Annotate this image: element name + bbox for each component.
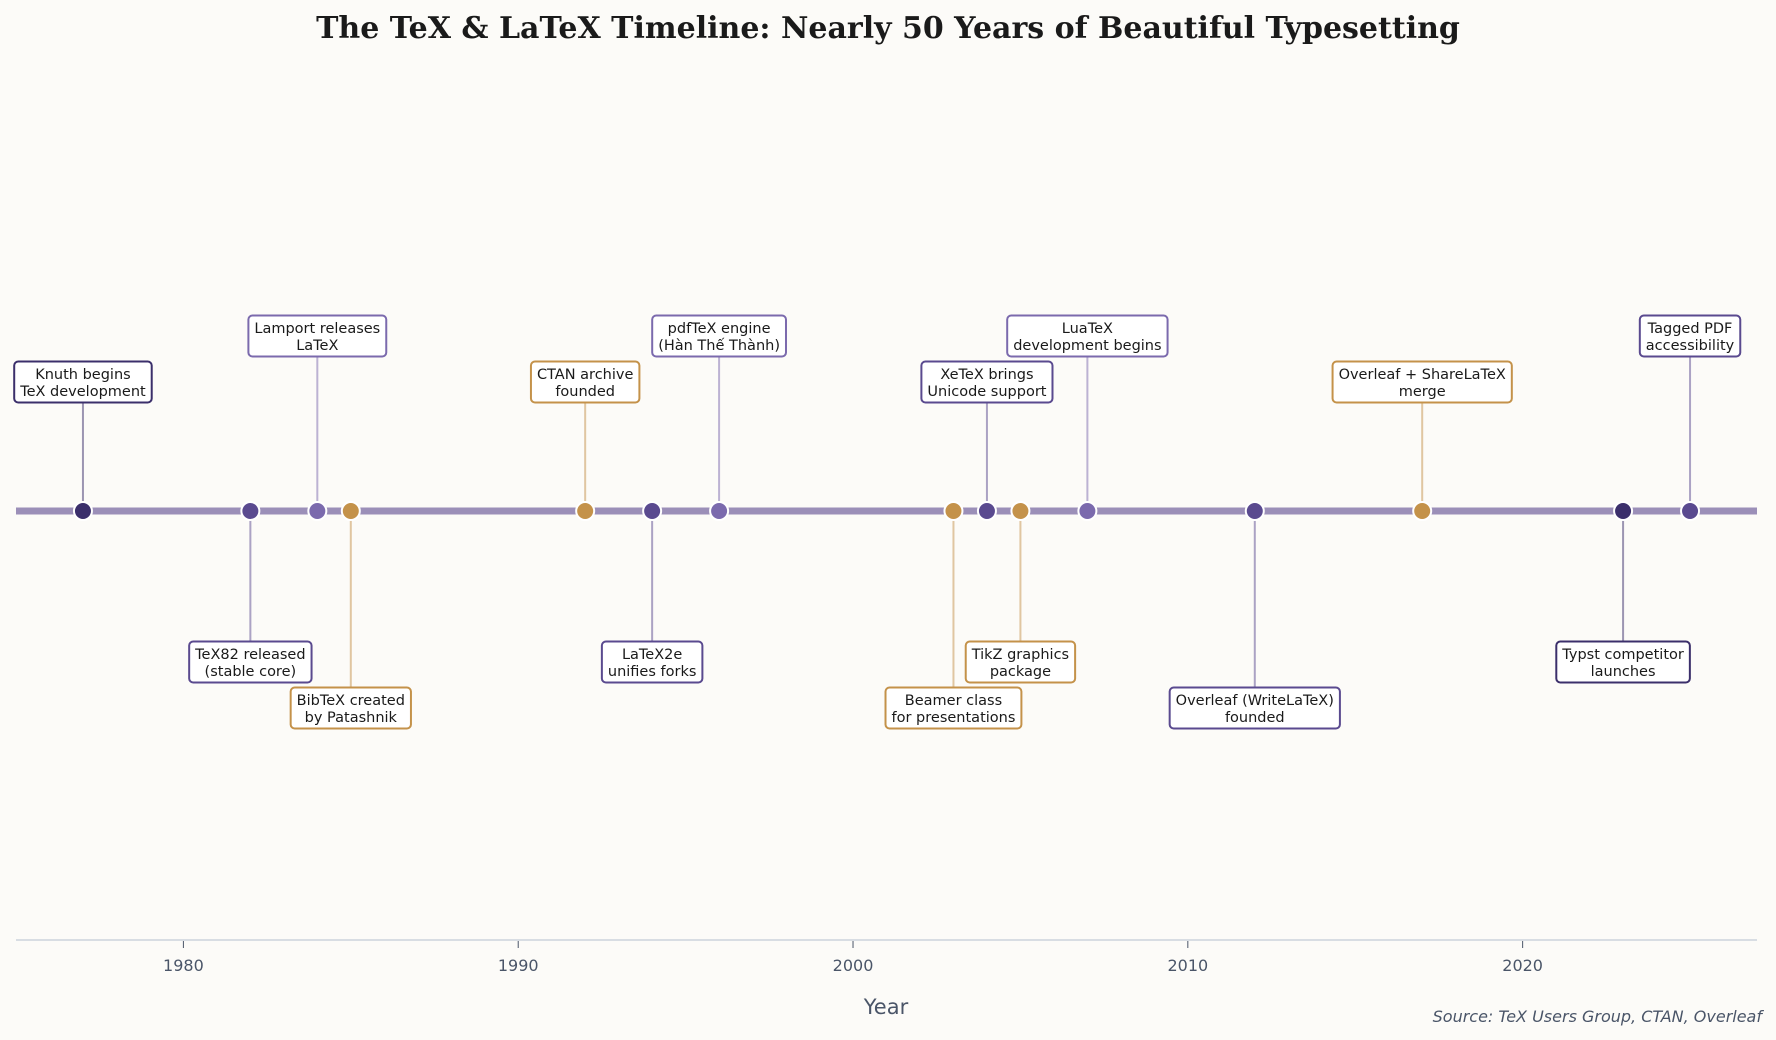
label-box <box>188 640 313 684</box>
event-marker <box>1077 501 1098 521</box>
label-box <box>247 314 388 358</box>
x-tick-label: 1980 <box>163 956 204 975</box>
label-box <box>964 640 1077 684</box>
event-label-line: BibTeX created <box>297 693 405 709</box>
event-label-line: pdfTeX engine <box>668 321 771 337</box>
event-marker <box>340 501 361 521</box>
event-label-line: LaTeX <box>296 338 338 354</box>
event-label-line: accessibility <box>1646 338 1735 354</box>
event-marker <box>72 501 93 521</box>
connectors <box>81 356 1692 688</box>
event-label-line: Tagged PDF <box>1647 321 1733 337</box>
label-box <box>600 640 704 684</box>
label-box <box>920 360 1054 404</box>
event-label: pdfTeX engine(Hàn Thế Thành) <box>651 314 787 358</box>
event-label-line: Beamer class <box>905 693 1002 709</box>
event-marker <box>240 501 261 521</box>
x-axis-label: Year <box>863 995 909 1019</box>
event-marker <box>1412 501 1433 521</box>
event-label-line: LaTeX2e <box>622 647 682 663</box>
event-label-line: development begins <box>1013 338 1161 354</box>
event-label-line: for presentations <box>892 710 1016 726</box>
event-label: Overleaf (WriteLaTeX)founded <box>1168 686 1341 730</box>
event-label-line: Knuth begins <box>35 367 130 383</box>
label-box <box>529 360 641 404</box>
event-label-line: merge <box>1399 384 1446 400</box>
event-marker <box>1010 501 1031 521</box>
label-box <box>884 686 1023 730</box>
event-label-line: CTAN archive <box>537 367 634 383</box>
x-tick-label: 1990 <box>498 956 539 975</box>
event-label-line: TikZ graphics <box>971 647 1069 663</box>
event-marker <box>1244 501 1265 521</box>
event-marker <box>307 501 328 521</box>
x-axis-ticks: 1980 1990 2000 2010 2020 <box>163 941 1543 975</box>
event-label-line: TeX82 released <box>194 647 305 663</box>
event-label-line: Overleaf + ShareLaTeX <box>1339 367 1506 383</box>
label-box <box>1006 314 1169 358</box>
event-marker <box>642 501 663 521</box>
chart-title: The TeX & LaTeX Timeline: Nearly 50 Year… <box>316 11 1460 46</box>
event-label-line: Lamport releases <box>254 321 380 337</box>
label-box <box>1331 360 1513 404</box>
event-marker <box>575 501 596 521</box>
label-box <box>1168 686 1341 730</box>
event-label-line: package <box>990 664 1051 680</box>
event-label-line: unifies forks <box>608 664 697 680</box>
event-label-line: XeTeX brings <box>940 367 1033 383</box>
event-markers <box>72 501 1701 521</box>
label-box <box>1555 640 1691 684</box>
x-tick-label: 2010 <box>1167 956 1208 975</box>
event-marker <box>976 501 997 521</box>
event-label-line: Typst competitor <box>1561 647 1684 663</box>
event-marker <box>1613 501 1634 521</box>
event-label-line: TeX development <box>19 384 146 400</box>
event-label-line: (stable core) <box>205 664 297 680</box>
event-marker <box>1680 501 1701 521</box>
event-label-line: (Hàn Thế Thành) <box>658 337 780 354</box>
label-box <box>651 314 787 358</box>
event-label: TeX82 released(stable core) <box>188 640 313 684</box>
event-label-line: by Patashnik <box>305 710 398 726</box>
event-marker <box>709 501 730 521</box>
source-note: Source: TeX Users Group, CTAN, Overleaf <box>1433 1007 1765 1026</box>
x-tick-label: 2000 <box>833 956 874 975</box>
event-label-line: Unicode support <box>927 384 1046 400</box>
event-marker <box>943 501 964 521</box>
event-label-line: founded <box>1225 710 1285 726</box>
event-label-line: LuaTeX <box>1062 321 1113 337</box>
label-box <box>289 686 412 730</box>
x-tick-label: 2020 <box>1502 956 1543 975</box>
label-box <box>1638 314 1742 358</box>
label-box <box>13 360 153 404</box>
event-label-line: Overleaf (WriteLaTeX) <box>1176 693 1334 709</box>
event-label-line: launches <box>1591 664 1656 680</box>
event-label-line: founded <box>555 384 615 400</box>
